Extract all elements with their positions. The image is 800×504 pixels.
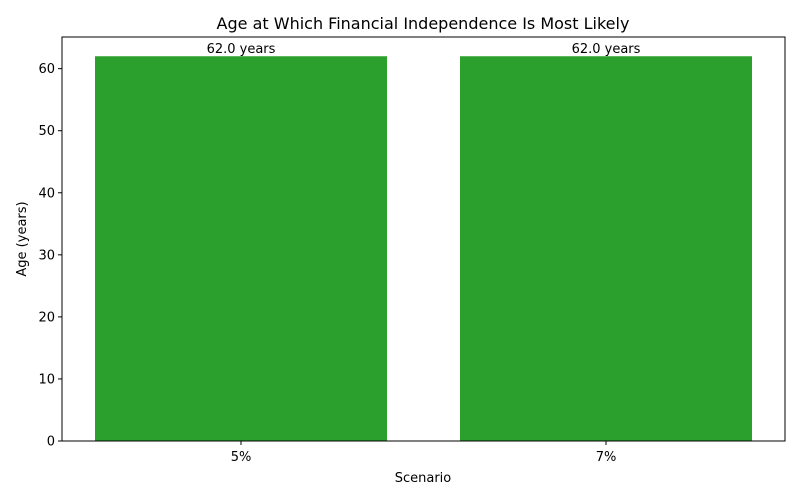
y-tick-label: 0 (47, 435, 55, 450)
bar-data-label: 62.0 years (207, 42, 276, 57)
y-tick-label: 10 (38, 372, 55, 387)
x-tick-label: 7% (596, 450, 617, 465)
x-axis-label: Scenario (395, 471, 452, 486)
x-tick-label: 5% (231, 450, 252, 465)
bar (460, 56, 752, 441)
chart-title: Age at Which Financial Independence Is M… (217, 14, 630, 33)
y-tick-label: 60 (38, 62, 55, 77)
y-axis-label: Age (years) (15, 201, 30, 276)
y-tick-label: 20 (38, 310, 55, 325)
bar (95, 56, 387, 441)
y-tick-label: 40 (38, 186, 55, 201)
bar-data-label: 62.0 years (572, 42, 641, 57)
y-tick-label: 30 (38, 248, 55, 263)
y-tick-label: 50 (38, 124, 55, 139)
plot-frame (61, 36, 786, 442)
